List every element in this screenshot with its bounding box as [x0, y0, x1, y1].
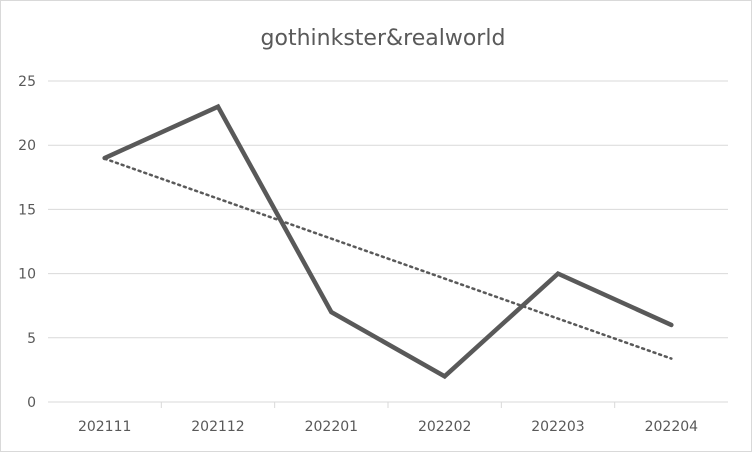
series-line [102, 103, 674, 380]
y-tick-label: 0 [27, 395, 36, 411]
y-tick-label: 5 [27, 331, 36, 347]
y-axis-ticks: 0 5 10 15 20 25 [18, 74, 36, 411]
series-group [102, 103, 674, 380]
trendline [103, 157, 673, 360]
y-tick-label: 25 [18, 74, 36, 90]
trendline-line [103, 157, 673, 360]
y-tick-label: 15 [18, 202, 36, 218]
chart-title: gothinkster&realworld [261, 26, 506, 51]
x-tick-label: 202202 [418, 419, 471, 435]
x-axis-ticks: 202111 202112 202201 202202 202203 202204 [78, 419, 698, 435]
x-tick-label: 202111 [78, 419, 131, 435]
gridlines [48, 80, 728, 408]
y-tick-label: 20 [18, 138, 36, 154]
x-tick-label: 202204 [645, 419, 699, 435]
x-tick-label: 202112 [191, 419, 244, 435]
x-tick-label: 202201 [305, 419, 358, 435]
x-tick-label: 202203 [531, 419, 584, 435]
y-tick-label: 10 [18, 267, 36, 283]
